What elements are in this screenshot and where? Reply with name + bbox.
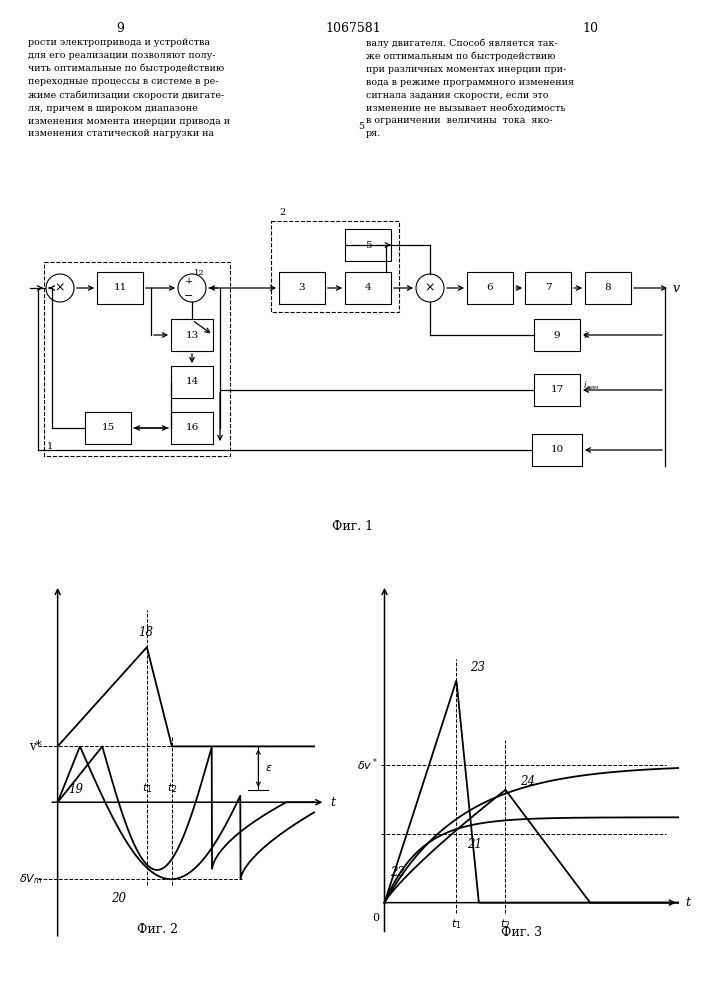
Bar [525, 272, 571, 304]
Text: 23: 23 [470, 661, 485, 674]
Text: валу двигателя. Способ является так-
же оптимальным по быстродействию
при различ: валу двигателя. Способ является так- же … [366, 38, 574, 138]
Text: 18: 18 [139, 626, 153, 639]
Text: $i_{дин}$: $i_{дин}$ [583, 380, 600, 392]
Text: $t_2$: $t_2$ [167, 781, 177, 795]
Text: $\varepsilon$: $\varepsilon$ [265, 763, 273, 773]
Text: Фиг. 3: Фиг. 3 [501, 926, 542, 939]
Text: 19: 19 [68, 783, 83, 796]
Text: 12: 12 [194, 269, 204, 277]
Text: ×: × [425, 282, 436, 294]
Text: 0: 0 [372, 913, 379, 923]
Text: 2: 2 [279, 208, 285, 217]
Text: 1067581: 1067581 [325, 22, 381, 35]
Text: $\delta v^*$: $\delta v^*$ [357, 757, 378, 773]
Bar [532, 434, 582, 466]
Bar [585, 272, 631, 304]
Bar [44, 262, 230, 456]
Text: Фиг. 2: Фиг. 2 [137, 923, 178, 936]
Text: 14: 14 [185, 377, 199, 386]
Bar [345, 229, 391, 261]
Text: 15: 15 [101, 424, 115, 432]
Text: 8: 8 [604, 284, 612, 292]
Text: $t_1$: $t_1$ [451, 917, 462, 931]
Text: $t_1$: $t_1$ [141, 781, 152, 795]
Text: 13: 13 [185, 330, 199, 340]
Text: Фиг. 1: Фиг. 1 [332, 520, 373, 533]
Text: 20: 20 [111, 892, 126, 905]
Text: 5: 5 [365, 240, 371, 249]
Bar [279, 272, 325, 304]
Text: 22: 22 [390, 866, 404, 879]
Text: 24: 24 [520, 775, 535, 788]
Text: 10: 10 [582, 22, 598, 35]
Bar [467, 272, 513, 304]
Bar [171, 412, 213, 444]
Text: 3: 3 [298, 284, 305, 292]
Circle shape [46, 274, 74, 302]
Bar [534, 319, 580, 351]
Text: t: t [331, 796, 336, 809]
Text: 16: 16 [185, 424, 199, 432]
Text: 1: 1 [47, 442, 53, 451]
Text: −: − [185, 291, 194, 301]
Text: $\delta V_m$: $\delta V_m$ [18, 872, 42, 886]
Bar [85, 412, 131, 444]
Text: 7: 7 [544, 284, 551, 292]
Text: t: t [685, 896, 690, 909]
Text: v*: v* [30, 740, 42, 753]
Text: 6: 6 [486, 284, 493, 292]
Text: рости электропривода и устройства
для его реализации позволяют полу-
чить оптима: рости электропривода и устройства для ег… [28, 38, 230, 138]
Bar [171, 366, 213, 398]
Text: 9: 9 [116, 22, 124, 35]
Bar [345, 272, 391, 304]
Bar [97, 272, 143, 304]
Text: i: i [583, 330, 586, 340]
Text: $t_2$: $t_2$ [501, 917, 510, 931]
Text: +: + [185, 276, 193, 286]
Bar [534, 374, 580, 406]
Text: 5: 5 [358, 122, 364, 131]
Text: 10: 10 [550, 446, 563, 454]
Bar [271, 221, 399, 312]
Text: 17: 17 [550, 385, 563, 394]
Text: 4: 4 [365, 284, 371, 292]
Text: v: v [673, 282, 680, 294]
Text: 11: 11 [113, 284, 127, 292]
Text: ×: × [54, 282, 65, 294]
Bar [171, 319, 213, 351]
Circle shape [416, 274, 444, 302]
Circle shape [178, 274, 206, 302]
Text: 21: 21 [467, 838, 481, 851]
Text: 9: 9 [554, 330, 561, 340]
